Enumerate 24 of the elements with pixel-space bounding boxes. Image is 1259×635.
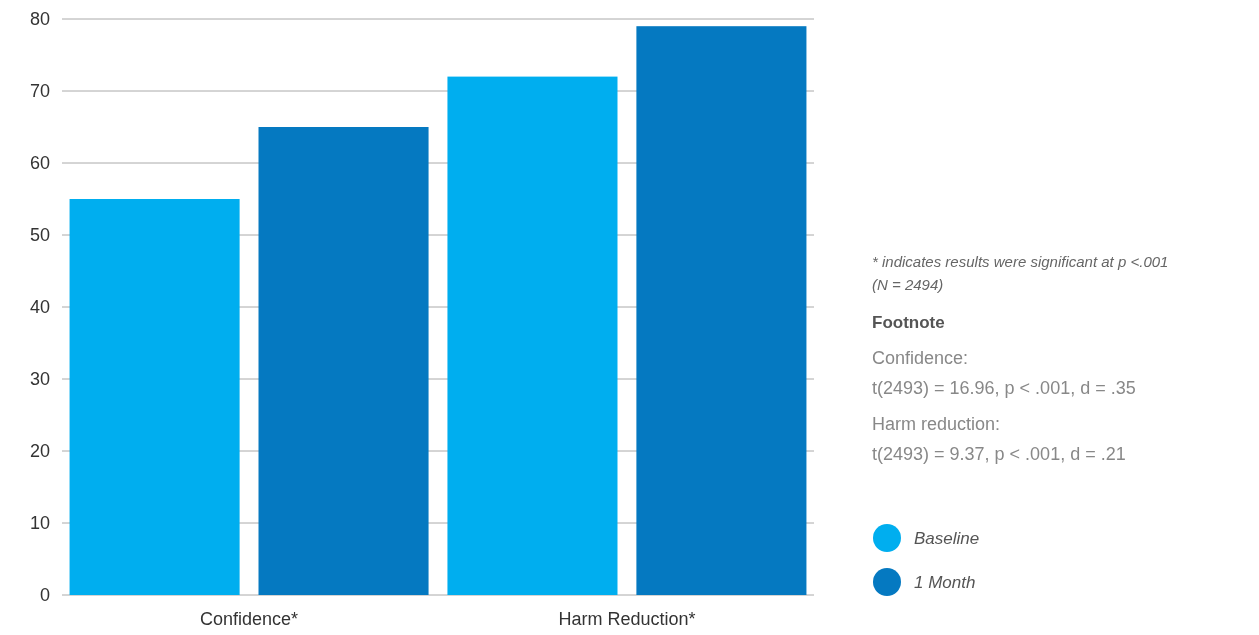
text: Footnote <box>872 313 945 332</box>
text: Harm reduction: <box>872 414 1001 434</box>
y-tick-label: 60 <box>29 153 50 174</box>
y-tick-label: 30 <box>29 369 50 390</box>
legend-label: Baseline <box>914 528 980 548</box>
y-tick-label: 20 <box>29 441 50 462</box>
x-tick-label: Harm Reduction* <box>558 609 696 629</box>
text: Confidence: <box>872 348 969 368</box>
y-tick-label: 10 <box>29 513 50 534</box>
bar <box>69 199 240 595</box>
bar <box>258 127 429 595</box>
text: (N = 2494) <box>872 276 944 293</box>
y-tick-label: 0 <box>39 585 50 606</box>
y-tick-label: 40 <box>29 297 50 318</box>
y-tick-label: 80 <box>29 9 50 30</box>
bar <box>636 26 807 595</box>
text: * indicates results were significant at p <.001 <box>872 253 1169 270</box>
legend-label: 1 Month <box>914 572 976 592</box>
text: t(2493) = 16.96, p < .001, d = .35 <box>872 378 1136 398</box>
bar <box>447 76 618 595</box>
text: t(2493) = 9.37, p < .001, d = .21 <box>872 444 1126 464</box>
x-tick-label: Confidence* <box>200 609 299 629</box>
y-tick-label: 70 <box>29 81 50 102</box>
y-tick-label: 50 <box>29 225 50 246</box>
